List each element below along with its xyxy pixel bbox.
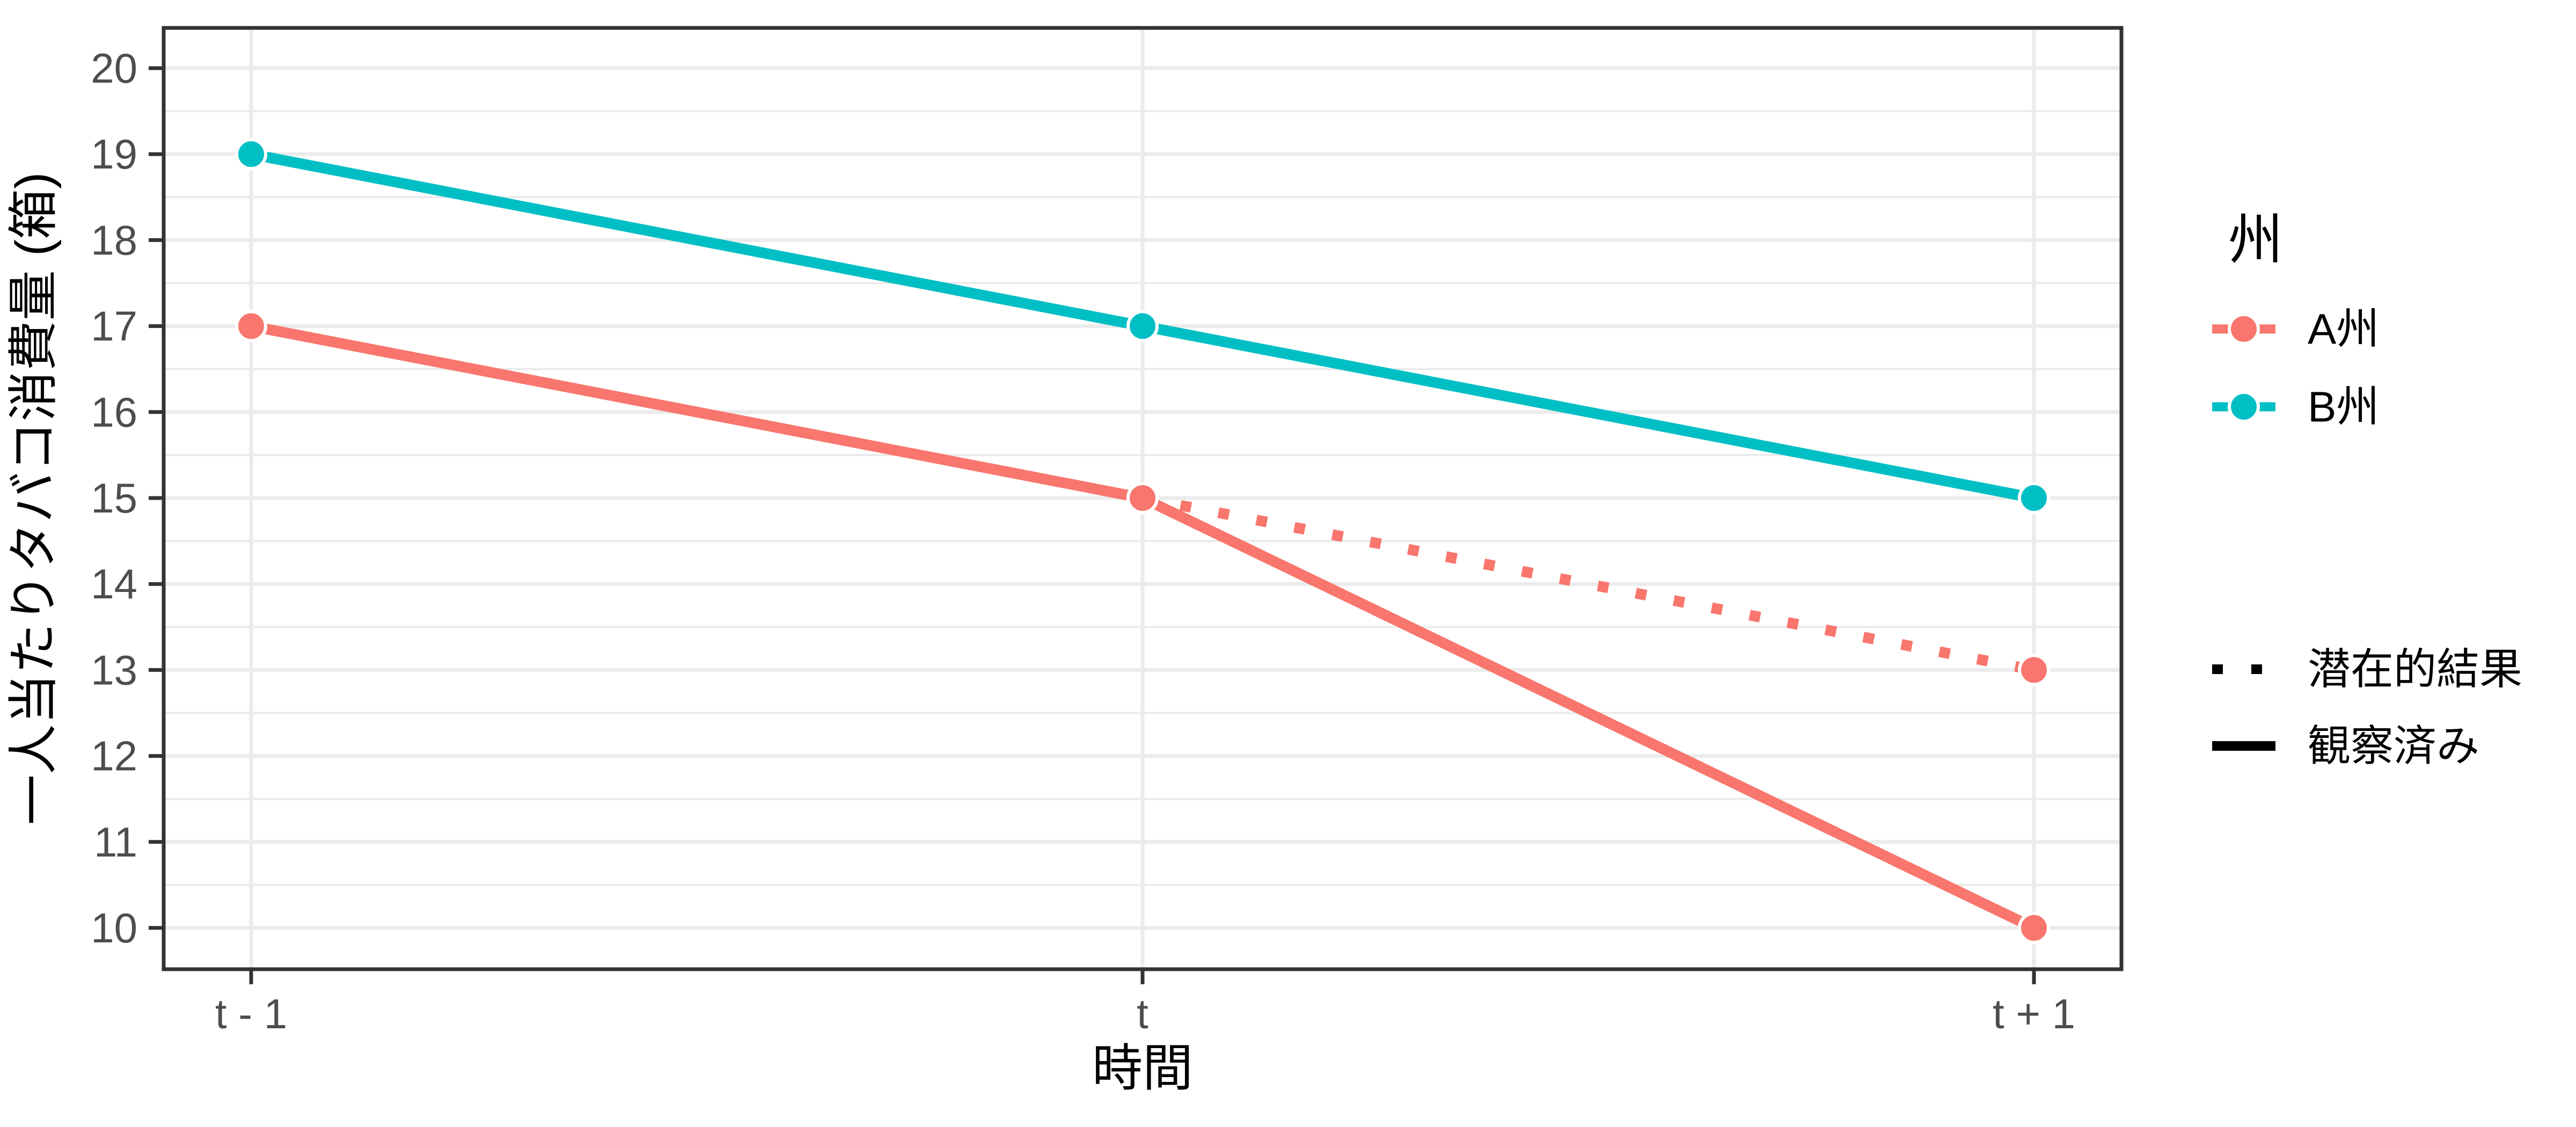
x-axis-title: 時間 — [1092, 1040, 1193, 1096]
y-tick-label: 16 — [91, 389, 137, 436]
y-tick-label: 12 — [91, 733, 137, 780]
axis-tick-labels: 10 11 12 13 14 15 16 17 18 19 20 t - 1 t t + 1 — [91, 45, 2075, 1037]
x-tick-label: t + 1 — [1993, 990, 2075, 1037]
y-tick-label: 18 — [91, 216, 137, 264]
data-point — [235, 138, 267, 171]
x-tick-label: t - 1 — [215, 990, 287, 1037]
legend-item-B: B州 — [2212, 383, 2379, 431]
data-series — [235, 138, 2050, 944]
y-tick-label: 10 — [91, 904, 137, 952]
y-tick-label: 14 — [91, 560, 137, 608]
data-point — [2018, 654, 2050, 686]
legend-color-title: 州 — [2228, 209, 2283, 270]
data-point — [2018, 912, 2050, 944]
legend-item-observed: 観察済み — [2212, 722, 2479, 770]
legend-item-label: 観察済み — [2308, 722, 2479, 770]
legend-item-label: 潜在的結果 — [2308, 646, 2522, 693]
data-point — [235, 310, 267, 342]
y-tick-label: 19 — [91, 130, 137, 178]
legend-item-label: A州 — [2308, 305, 2379, 353]
legend-item-A: A州 — [2212, 305, 2379, 353]
y-tick-label: 15 — [91, 474, 137, 522]
axis-ticks — [149, 66, 2036, 984]
y-tick-label: 20 — [91, 45, 137, 92]
y-tick-label: 13 — [91, 646, 137, 693]
y-tick-label: 11 — [94, 818, 137, 866]
legend-item-label: B州 — [2308, 383, 2379, 431]
y-axis-title: 一人当たりタバコ消費量 (箱) — [5, 172, 62, 825]
panel-border — [162, 26, 2124, 971]
data-point — [1126, 310, 1159, 342]
legend-key-point — [2228, 313, 2260, 345]
legend-item-potential: 潜在的結果 — [2212, 646, 2522, 693]
y-tick-label: 17 — [91, 303, 137, 350]
legend-key-point — [2228, 391, 2260, 423]
data-point — [1126, 482, 1159, 514]
x-tick-label: t — [1137, 990, 1148, 1037]
data-point — [2018, 482, 2050, 514]
legend-color-items: A州 B州 — [2212, 305, 2379, 431]
